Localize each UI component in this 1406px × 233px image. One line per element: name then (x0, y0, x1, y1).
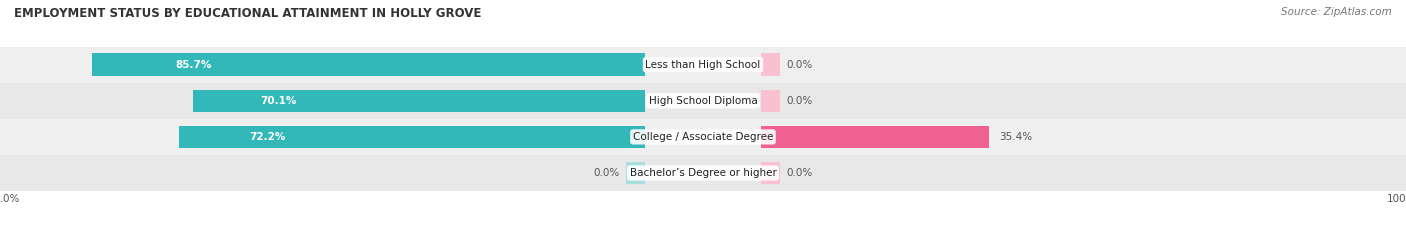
Bar (761, 53, 780, 76)
Bar (626, 162, 645, 184)
Bar (761, 162, 780, 184)
Text: College / Associate Degree: College / Associate Degree (633, 132, 773, 142)
Text: Less than High School: Less than High School (645, 60, 761, 70)
Bar (761, 126, 990, 148)
Text: 0.0%: 0.0% (787, 96, 813, 106)
Bar (0, 47, 1406, 83)
Bar (0, 83, 1406, 119)
Text: 0.0%: 0.0% (787, 168, 813, 178)
Text: 0.0%: 0.0% (593, 168, 619, 178)
Bar (0, 155, 1406, 191)
Text: 72.2%: 72.2% (249, 132, 285, 142)
Text: 35.4%: 35.4% (1000, 132, 1032, 142)
Bar (180, 126, 645, 148)
Text: 70.1%: 70.1% (260, 96, 297, 106)
Bar (93, 53, 645, 76)
Bar (761, 89, 780, 112)
Text: High School Diploma: High School Diploma (648, 96, 758, 106)
Bar (0, 119, 1406, 155)
Text: 0.0%: 0.0% (787, 60, 813, 70)
Text: 85.7%: 85.7% (176, 60, 211, 70)
Bar (193, 89, 645, 112)
Text: Source: ZipAtlas.com: Source: ZipAtlas.com (1281, 7, 1392, 17)
Text: EMPLOYMENT STATUS BY EDUCATIONAL ATTAINMENT IN HOLLY GROVE: EMPLOYMENT STATUS BY EDUCATIONAL ATTAINM… (14, 7, 481, 20)
Text: Bachelor’s Degree or higher: Bachelor’s Degree or higher (630, 168, 776, 178)
